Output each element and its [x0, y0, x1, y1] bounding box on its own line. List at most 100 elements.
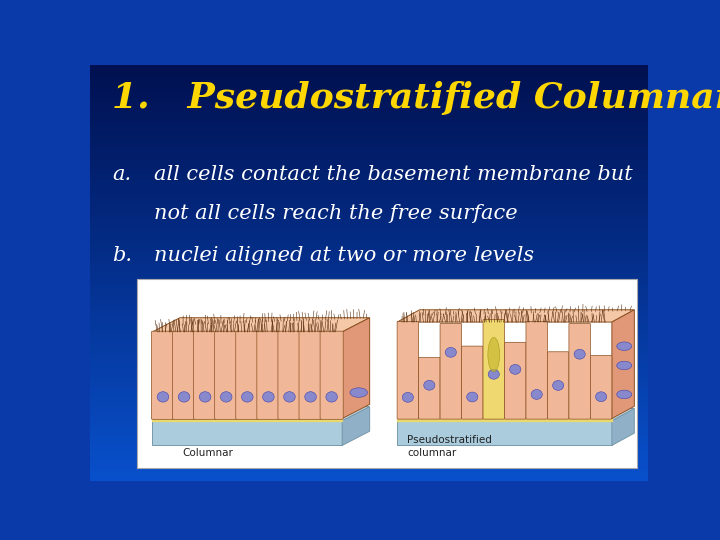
- Bar: [90, 298, 648, 302]
- FancyBboxPatch shape: [505, 342, 526, 419]
- Ellipse shape: [179, 392, 190, 402]
- Ellipse shape: [305, 392, 316, 402]
- Bar: [90, 165, 648, 168]
- Bar: [90, 244, 648, 248]
- Bar: [90, 414, 648, 418]
- Bar: [90, 277, 648, 281]
- Bar: [90, 435, 648, 439]
- Bar: [90, 327, 648, 331]
- Bar: [90, 339, 648, 343]
- Bar: [90, 219, 648, 223]
- Bar: [90, 314, 648, 319]
- Text: all cells contact the basement membrane but: all cells contact the basement membrane …: [154, 165, 633, 184]
- FancyBboxPatch shape: [257, 331, 280, 420]
- Bar: [90, 406, 648, 410]
- Bar: [90, 451, 648, 456]
- Bar: [90, 160, 648, 165]
- Bar: [90, 185, 648, 190]
- Bar: [90, 273, 648, 277]
- Bar: [90, 322, 648, 327]
- Bar: [90, 306, 648, 310]
- Bar: [90, 319, 648, 322]
- Ellipse shape: [467, 392, 478, 402]
- Bar: [90, 256, 648, 260]
- FancyBboxPatch shape: [138, 279, 637, 468]
- Polygon shape: [397, 310, 634, 322]
- Bar: [90, 289, 648, 294]
- Bar: [90, 331, 648, 335]
- Bar: [90, 202, 648, 206]
- Ellipse shape: [326, 392, 338, 402]
- Polygon shape: [342, 407, 369, 446]
- FancyBboxPatch shape: [462, 346, 483, 419]
- Ellipse shape: [402, 393, 413, 402]
- Bar: [90, 364, 648, 368]
- Ellipse shape: [552, 381, 564, 390]
- Text: a.: a.: [112, 165, 132, 184]
- FancyBboxPatch shape: [526, 321, 547, 419]
- Bar: [90, 73, 648, 77]
- Bar: [90, 427, 648, 431]
- Bar: [90, 248, 648, 252]
- Bar: [90, 476, 648, 481]
- Bar: [90, 268, 648, 273]
- Bar: [90, 98, 648, 102]
- Bar: [90, 335, 648, 339]
- Bar: [90, 368, 648, 373]
- Bar: [90, 198, 648, 202]
- Bar: [90, 385, 648, 389]
- Bar: [90, 235, 648, 239]
- Bar: [90, 77, 648, 82]
- Bar: [90, 239, 648, 244]
- Bar: [90, 194, 648, 198]
- Bar: [90, 285, 648, 289]
- Polygon shape: [342, 318, 369, 418]
- Ellipse shape: [574, 349, 585, 359]
- Bar: [90, 348, 648, 352]
- Bar: [90, 94, 648, 98]
- Bar: [90, 252, 648, 256]
- Bar: [90, 460, 648, 464]
- Bar: [90, 136, 648, 140]
- Ellipse shape: [510, 364, 521, 374]
- Bar: [90, 206, 648, 210]
- Text: nuclei aligned at two or more levels: nuclei aligned at two or more levels: [154, 246, 534, 265]
- Ellipse shape: [350, 388, 367, 397]
- Ellipse shape: [617, 361, 631, 370]
- Bar: [90, 260, 648, 265]
- Bar: [90, 356, 648, 360]
- Polygon shape: [612, 409, 634, 446]
- Bar: [90, 140, 648, 144]
- Bar: [90, 190, 648, 194]
- Bar: [90, 472, 648, 476]
- Bar: [90, 111, 648, 114]
- Bar: [90, 360, 648, 364]
- Bar: [90, 223, 648, 227]
- Bar: [90, 119, 648, 123]
- Bar: [90, 393, 648, 397]
- Bar: [90, 310, 648, 314]
- Bar: [90, 410, 648, 414]
- FancyBboxPatch shape: [569, 323, 590, 419]
- Bar: [90, 231, 648, 235]
- Bar: [90, 227, 648, 231]
- Bar: [90, 402, 648, 406]
- Ellipse shape: [424, 380, 435, 390]
- Bar: [90, 418, 648, 422]
- Polygon shape: [153, 421, 342, 446]
- Ellipse shape: [617, 390, 631, 399]
- Polygon shape: [397, 409, 634, 421]
- Bar: [90, 131, 648, 136]
- Bar: [90, 294, 648, 298]
- Bar: [90, 352, 648, 356]
- Bar: [90, 177, 648, 181]
- Bar: [90, 156, 648, 160]
- Polygon shape: [397, 421, 612, 446]
- Bar: [90, 210, 648, 214]
- Polygon shape: [612, 310, 634, 418]
- Polygon shape: [153, 318, 369, 332]
- Ellipse shape: [263, 392, 274, 402]
- Ellipse shape: [617, 342, 631, 350]
- Ellipse shape: [488, 338, 500, 372]
- Bar: [90, 397, 648, 402]
